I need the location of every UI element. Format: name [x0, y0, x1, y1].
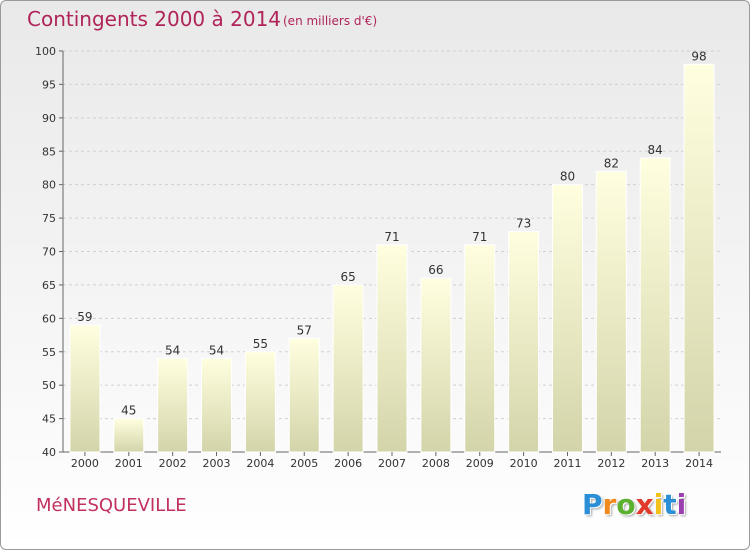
- y-tick-label: 40: [42, 446, 56, 459]
- bar-2005: [288, 337, 320, 453]
- bar-2013: [639, 157, 671, 453]
- logo-letter: P: [582, 488, 603, 521]
- data-label: 66: [428, 263, 443, 277]
- data-label: 65: [340, 270, 355, 284]
- bar-2012: [595, 170, 627, 453]
- logo-letter: t: [663, 488, 677, 521]
- x-tick-label: 2013: [641, 457, 669, 470]
- y-tick-label: 45: [42, 413, 56, 426]
- bar-2009: [464, 244, 496, 453]
- bar-2003: [201, 357, 233, 453]
- x-tick-label: 2002: [159, 457, 187, 470]
- data-label: 45: [121, 404, 136, 418]
- data-label: 73: [516, 216, 531, 230]
- data-label: 57: [297, 323, 312, 337]
- data-label: 84: [648, 143, 663, 157]
- y-tick-label: 70: [42, 246, 56, 259]
- y-tick-label: 90: [42, 112, 56, 125]
- data-label: 80: [560, 170, 575, 184]
- logo-letter: i: [653, 488, 664, 521]
- bar-2011: [551, 184, 583, 453]
- x-tick-label: 2009: [466, 457, 494, 470]
- y-tick-label: 50: [42, 379, 56, 392]
- logo-letter: x: [635, 488, 654, 521]
- bar-2004: [244, 351, 276, 453]
- bar-2008: [420, 277, 452, 453]
- y-tick-label: 75: [42, 212, 56, 225]
- y-tick-label: 85: [42, 145, 56, 158]
- x-tick-label: 2014: [685, 457, 713, 470]
- data-label: 55: [253, 337, 268, 351]
- x-tick-label: 2010: [510, 457, 538, 470]
- bar-2007: [376, 244, 408, 453]
- bar-2014: [683, 63, 715, 453]
- logo-letter: r: [602, 488, 617, 521]
- x-tick-label: 2012: [597, 457, 625, 470]
- bar-2000: [69, 324, 101, 453]
- x-tick-label: 2004: [246, 457, 274, 470]
- x-tick-label: 2011: [553, 457, 581, 470]
- x-tick-label: 2007: [378, 457, 406, 470]
- y-tick-label: 100: [35, 45, 56, 58]
- data-label: 71: [472, 230, 487, 244]
- bar-2010: [508, 230, 540, 453]
- y-tick-label: 60: [42, 312, 56, 325]
- x-tick-label: 2000: [71, 457, 99, 470]
- bar-2001: [113, 418, 145, 453]
- y-tick-label: 65: [42, 279, 56, 292]
- x-tick-label: 2003: [203, 457, 231, 470]
- chart-title: Contingents 2000 à 2014: [27, 7, 282, 31]
- data-label: 71: [384, 230, 399, 244]
- town-name: MéNESQUEVILLE: [36, 495, 187, 516]
- logo-letter: o: [616, 488, 636, 521]
- x-tick-label: 2006: [334, 457, 362, 470]
- data-label: 98: [691, 49, 706, 63]
- x-tick-label: 2008: [422, 457, 450, 470]
- proxiti-logo: Proxiti: [582, 488, 686, 521]
- x-tick-label: 2005: [290, 457, 318, 470]
- data-label: 82: [604, 156, 619, 170]
- chart-subtitle: (en milliers d'€): [283, 14, 378, 28]
- bar-2006: [332, 284, 364, 453]
- data-label: 59: [77, 310, 92, 324]
- logo-letter: i: [676, 488, 687, 521]
- y-tick-label: 55: [42, 346, 56, 359]
- data-label: 54: [209, 343, 224, 357]
- y-tick-label: 95: [42, 78, 56, 91]
- x-tick-label: 2001: [115, 457, 143, 470]
- data-label: 54: [165, 343, 180, 357]
- y-tick-label: 80: [42, 179, 56, 192]
- bar-2002: [157, 357, 189, 453]
